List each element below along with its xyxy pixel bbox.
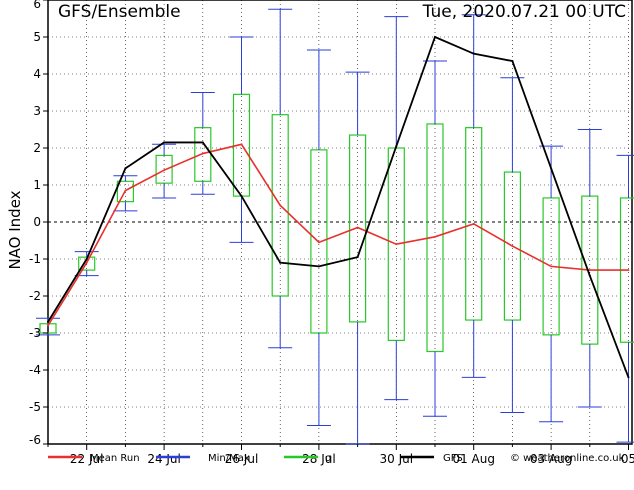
gfs-point: [201, 141, 204, 144]
mean-run-point: [511, 245, 514, 247]
gfs-line: [47, 35, 630, 378]
y-tick-label: -4: [29, 363, 41, 377]
x-tick-label: 01 Aug: [452, 452, 495, 466]
mean-run-point: [627, 269, 630, 271]
chart-title: GFS/Ensemble: [58, 2, 181, 22]
legend-mean-run-label: Mean Run: [90, 453, 140, 464]
credit-text: © weatheronline.co.uk: [510, 453, 625, 464]
mean-run-point: [588, 269, 591, 271]
y-tick-label: 2: [33, 141, 41, 155]
gfs-point: [124, 167, 127, 170]
legend-gfs-label: GFS: [443, 453, 463, 464]
mean-run-point: [279, 204, 282, 207]
gfs-point: [317, 265, 320, 268]
legend-min-max-label: Min/Max: [208, 453, 250, 464]
gfs-point: [588, 274, 591, 277]
y-tick-label: 5: [33, 30, 41, 44]
mean-run-point: [47, 324, 49, 327]
y-tick-label: 1: [33, 178, 41, 192]
y-tick-label: -2: [29, 289, 41, 303]
mean-run-line: [47, 143, 629, 327]
y-tick-label: 6: [33, 0, 41, 11]
sigma-boxes: [39, 93, 634, 353]
gfs-point: [550, 167, 553, 170]
grid-layer: [48, 0, 632, 444]
x-tick-label: 05: [621, 452, 634, 466]
mean-run-point: [124, 189, 127, 192]
sigma-box: [155, 154, 173, 184]
gfs-point: [434, 36, 436, 38]
min-max-bars: [36, 8, 634, 445]
mean-run-point: [434, 235, 436, 238]
legend-sigma-label: σ: [325, 453, 332, 464]
gfs-point: [85, 258, 88, 260]
x-tick-label: 30 Jul: [380, 452, 414, 466]
x-tick-label: 26 Jul: [225, 452, 259, 466]
sigma-box: [194, 127, 212, 182]
mean-run-point: [163, 169, 166, 172]
mean-run-point: [356, 226, 359, 229]
mean-run-point: [201, 152, 204, 155]
mean-run-point: [240, 143, 243, 146]
gfs-point: [472, 52, 475, 55]
mean-run-point: [550, 265, 552, 268]
mean-run-point: [85, 261, 88, 264]
y-tick-label: -6: [29, 433, 41, 447]
x-tick-label: 22 Jul: [70, 452, 104, 466]
gfs-point: [627, 376, 630, 379]
x-tick-label: 03 Aug: [530, 452, 573, 466]
y-tick-label: 4: [33, 67, 41, 81]
gfs-point: [279, 261, 282, 264]
mean-run-point: [472, 222, 475, 225]
y-tick-label: 0: [33, 215, 41, 229]
axis-ticks: -6 -5 -4 -3 -2 -1 0 1 2 3 4 5 6 22 Jul 24 Jul 26 Jul 28 …: [29, 0, 634, 466]
run-time: Tue, 2020.07.21 00 UTC: [422, 2, 626, 22]
y-tick-label: -5: [29, 400, 41, 414]
line-series: [47, 35, 630, 379]
mean-run-point: [318, 241, 320, 244]
y-tick-label: -3: [29, 326, 41, 340]
x-tick-label: 28 Jul: [302, 452, 336, 466]
plot-frame: [47, 0, 633, 445]
gfs-point: [47, 320, 49, 323]
gfs-point: [511, 60, 514, 63]
y-tick-label: 3: [33, 104, 41, 118]
gfs-point: [356, 256, 359, 259]
x-tick-label: 24 Jul: [147, 452, 181, 466]
mean-run-point: [395, 243, 398, 246]
legend: Mean Run Min/Max σ GFS © weatheronline.co.uk: [48, 453, 625, 464]
y-tick-label: -1: [29, 252, 41, 266]
gfs-point: [395, 145, 398, 148]
gfs-point: [163, 141, 166, 144]
y-axis-label: NAO Index: [6, 190, 24, 269]
gfs-point: [240, 195, 243, 198]
